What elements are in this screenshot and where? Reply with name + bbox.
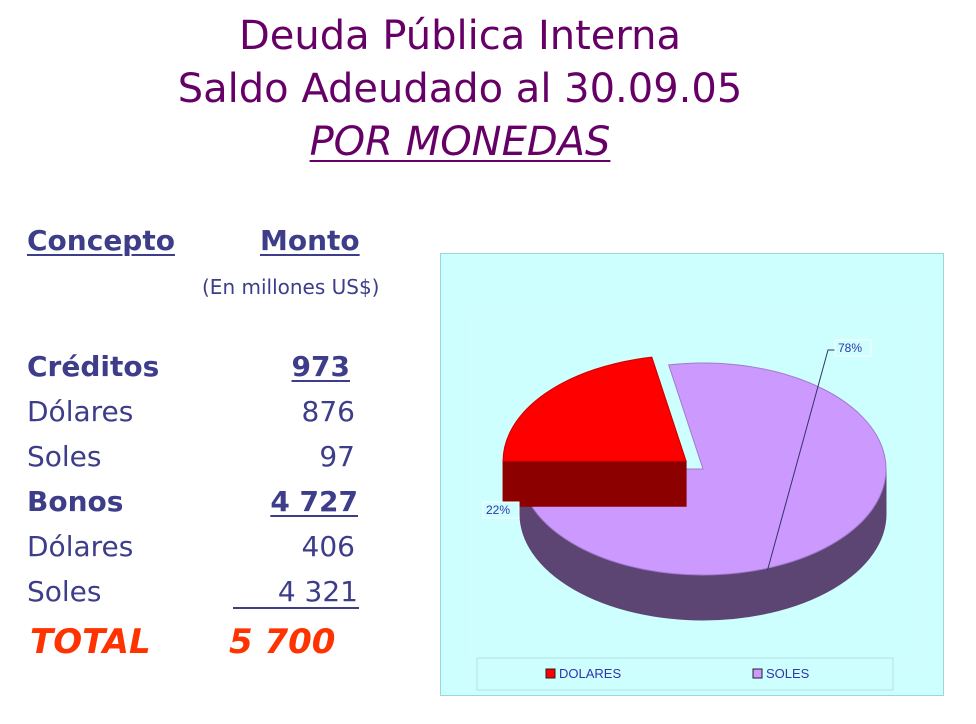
legend-box (476, 657, 894, 691)
row-label-creditos: Créditos (27, 350, 160, 383)
leader-line-soles (767, 349, 836, 571)
page-subtitle: Saldo Adeudado al 30.09.05 (177, 66, 743, 112)
legend-swatch-dolares (545, 668, 556, 679)
row-value-creditos-dolares: 876 (301, 395, 355, 428)
col-header-concepto: Concepto (27, 224, 175, 257)
pie-chart-frame: 22% 78% DOLARES SOLES (440, 253, 944, 696)
legend-swatch-soles (752, 668, 763, 679)
row-label-bonos: Bonos (27, 485, 124, 518)
row-value-creditos: 973 (291, 350, 350, 383)
unit-label: (En millones US$) (202, 275, 380, 299)
row-value-bonos-soles: 4 321 (277, 575, 358, 608)
row-value-bonos: 4 727 (270, 485, 358, 518)
row-value-bonos-dolares: 406 (301, 530, 355, 563)
row-label-bonos-soles: Soles (27, 575, 102, 608)
total-value: 5 700 (229, 622, 336, 662)
data-label-bg-dolares (482, 501, 520, 519)
data-label-dolares: 22% (486, 503, 510, 517)
legend-label-soles: SOLES (766, 666, 810, 681)
row-label-creditos-dolares: Dólares (27, 395, 134, 428)
data-label-bg-soles (834, 339, 872, 357)
pie-chart: 22% 78% DOLARES SOLES (470, 315, 926, 691)
sum-rule (233, 607, 359, 609)
data-label-soles: 78% (838, 341, 862, 355)
total-label: TOTAL (30, 622, 151, 662)
col-header-monto: Monto (260, 224, 360, 257)
page-title: Deuda Pública Interna (238, 13, 682, 59)
row-label-creditos-soles: Soles (27, 440, 102, 473)
slice-dolares (502, 356, 687, 462)
slice-face-dolares-0 (502, 460, 687, 507)
section-title: POR MONEDAS (309, 119, 611, 165)
legend-label-dolares: DOLARES (559, 666, 621, 681)
row-value-creditos-soles: 97 (319, 440, 355, 473)
row-label-bonos-dolares: Dólares (27, 530, 134, 563)
slice-soles (519, 362, 887, 576)
